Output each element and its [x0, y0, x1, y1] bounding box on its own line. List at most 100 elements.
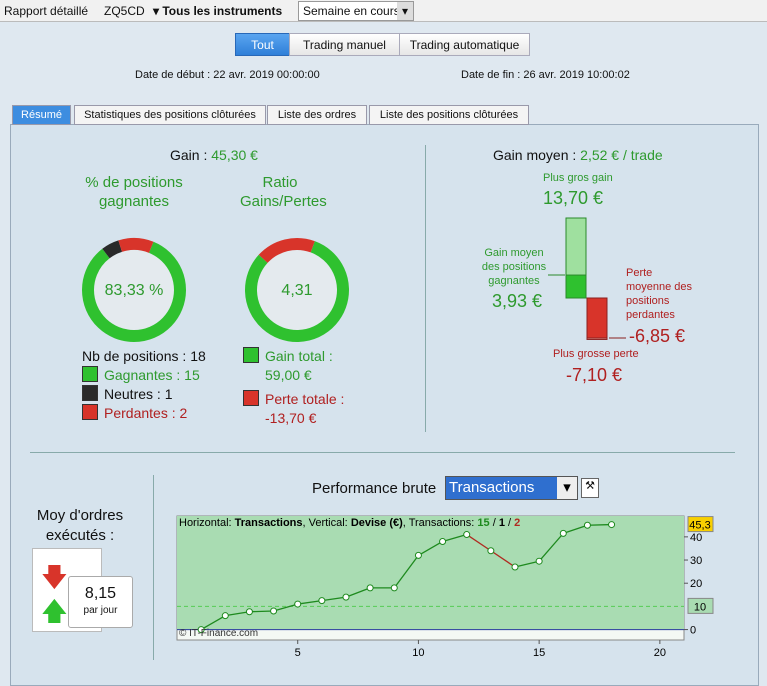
- value: 2,52 € / trade: [580, 147, 663, 163]
- y-tick-label: 0: [690, 625, 696, 637]
- arrow: ▾: [557, 477, 577, 499]
- avg-gain-value: 3,93 €: [492, 291, 543, 311]
- bar: [586, 297, 608, 339]
- line-segment: [345, 587, 371, 598]
- point: [463, 531, 471, 539]
- donut-hole: [94, 250, 174, 330]
- x-tick-label: 20: [654, 647, 666, 659]
- label: Semaine en cours: [303, 4, 400, 18]
- plot-area: [177, 516, 684, 630]
- text: Transactions: [235, 517, 303, 529]
- label: Perte totale :: [265, 391, 345, 407]
- point: [511, 563, 519, 571]
- win-title: % de positions gagnantes: [85, 174, 183, 210]
- max-loss: -7,10 €: [566, 365, 623, 385]
- value: 26 avr. 2019 10:00:02: [523, 69, 630, 81]
- line-segment: [538, 532, 564, 562]
- max-loss-label: Plus grosse perte: [553, 348, 639, 360]
- donut-hole: [257, 250, 337, 330]
- point: [487, 547, 495, 555]
- toolbar-item[interactable]: ▾ Tous les instruments: [153, 4, 283, 18]
- totals: Gain total : 59,00 € Perte totale : -13,70…: [243, 347, 344, 428]
- y-tick-label: 30: [690, 555, 702, 567]
- arrow: ▾: [397, 2, 413, 20]
- max-gain: 13,70 €: [543, 188, 604, 208]
- x-tick-label: 15: [533, 647, 545, 659]
- label: Gain total :: [265, 348, 333, 364]
- divider: [153, 475, 154, 660]
- point: [414, 551, 422, 559]
- tab[interactable]: Statistiques des positions clôturées: [74, 105, 266, 125]
- value: 2: [179, 405, 188, 421]
- divider: [30, 452, 735, 453]
- avg-gain-label: Gain moyen des positions gagnantes: [481, 247, 547, 287]
- watermark: © IT-Finance.com: [179, 628, 258, 639]
- divider: [425, 145, 426, 432]
- label: Gain :: [170, 147, 208, 163]
- tab[interactable]: Résumé: [12, 105, 71, 125]
- label: Date de début :: [135, 69, 211, 81]
- point: [366, 584, 374, 592]
- line-segment: [297, 599, 322, 605]
- line-segment: [466, 534, 492, 552]
- label: Date de fin :: [461, 69, 521, 81]
- text: , Vertical:: [303, 517, 348, 529]
- marker-box: [687, 516, 714, 533]
- text: 2: [514, 517, 520, 529]
- orders-box: 8,15 par jour: [68, 576, 133, 628]
- donut-segment: [82, 238, 186, 342]
- swatch: [82, 366, 98, 382]
- gain: Gain : 45,30 €: [170, 147, 258, 163]
- legend: Horizontal: Transactions, Vertical: Devi…: [179, 517, 520, 529]
- x-tick-label: 5: [295, 647, 301, 659]
- line-segment: [418, 540, 443, 556]
- total-gain: Gain total : 59,00 €: [243, 347, 344, 385]
- up-arrow: 🡅: [41, 596, 68, 626]
- swatch: [243, 347, 259, 363]
- point: [270, 607, 278, 615]
- label: Nb de positions :: [82, 348, 187, 364]
- marker-label: 45,3: [689, 520, 710, 532]
- filter-button[interactable]: Trading manuel: [289, 33, 400, 56]
- avg-loss-label: Perte moyenne des positions perdantes: [626, 267, 693, 321]
- value: 45,30 €: [211, 147, 258, 163]
- mode-select[interactable]: Transactions ▾: [445, 476, 578, 500]
- line-segment: [442, 533, 467, 543]
- label: Tous les instruments: [162, 4, 283, 18]
- point: [559, 529, 567, 537]
- win-pct: 83,33 %: [105, 282, 164, 299]
- filter-button[interactable]: Trading automatique: [399, 33, 530, 56]
- text: Devise (€): [351, 517, 403, 529]
- label: Perdantes :: [104, 405, 176, 421]
- point: [342, 593, 350, 601]
- marker-label: 10: [694, 601, 706, 613]
- line-segment: [514, 560, 540, 568]
- orders-title: Moy d'ordres exécutés :: [36, 507, 124, 544]
- y-tick-label: 20: [690, 578, 702, 590]
- donut-segment: [245, 238, 349, 342]
- toolbar-item[interactable]: ZQ5CD: [104, 4, 145, 18]
- settings-button[interactable]: ⚒: [581, 478, 599, 498]
- ratio-title: Ratio Gains/Pertes: [240, 174, 327, 210]
- value: 1: [164, 386, 173, 402]
- orders-value: 8,15: [84, 585, 117, 602]
- point: [608, 521, 616, 529]
- toolbar-item[interactable]: Rapport détaillé: [4, 4, 89, 18]
- line-segment: [393, 555, 419, 589]
- point: [318, 597, 326, 605]
- line-segment: [490, 550, 516, 568]
- tab[interactable]: Liste des positions clôturées: [369, 105, 529, 125]
- point: [294, 600, 302, 608]
- swatch: [82, 385, 98, 401]
- period-select[interactable]: Semaine en cours ▾: [298, 1, 414, 21]
- label: Gagnantes :: [104, 367, 181, 383]
- label: Transactions: [449, 479, 535, 496]
- tab[interactable]: Liste des ordres: [267, 105, 367, 125]
- line-segment: [249, 610, 274, 613]
- down-arrow: 🡇: [41, 562, 68, 592]
- ratio-value: 4,31: [281, 282, 312, 299]
- marker-box: [687, 597, 714, 614]
